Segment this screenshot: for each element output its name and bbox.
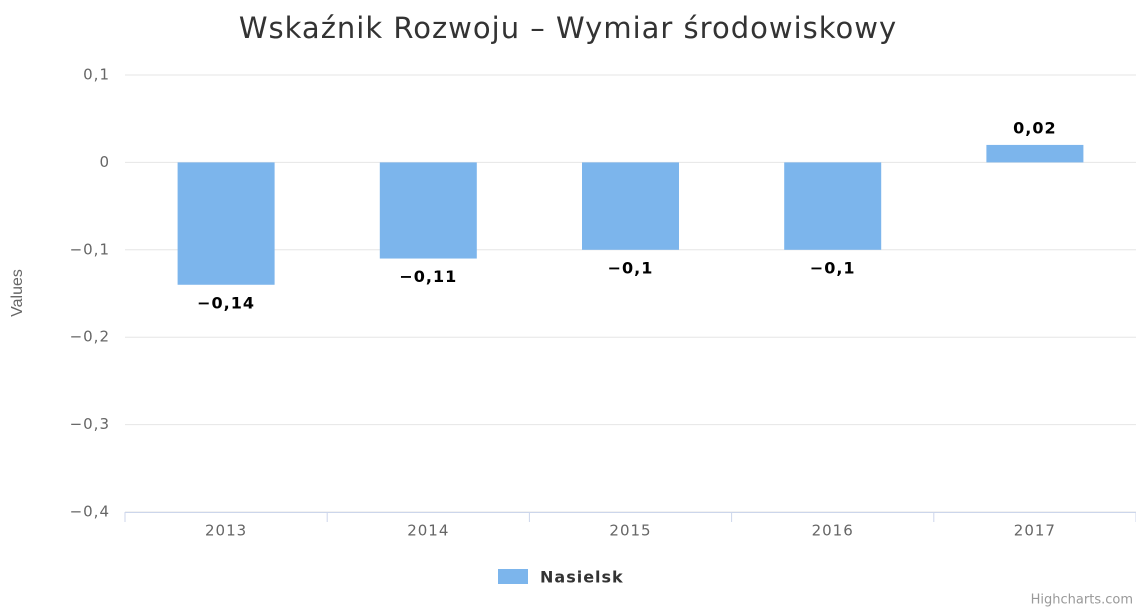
data-label: −0,1 [608,258,654,277]
y-tick-label: −0,3 [70,415,110,433]
bar [177,162,275,285]
credits[interactable]: Highcharts.com [1031,593,1133,608]
x-tick-label: 2017 [1014,522,1056,540]
data-label: −0,1 [810,258,856,277]
x-tick-label: 2013 [205,522,247,540]
x-tick-label: 2014 [407,522,449,540]
bar [582,162,679,250]
y-axis-title: Values [9,269,26,317]
y-tick-label: 0 [99,153,110,171]
bar [784,162,882,250]
data-label: −0,11 [399,267,457,286]
x-tick-label: 2016 [812,522,854,540]
data-label: −0,14 [197,293,255,312]
y-tick-label: −0,1 [70,240,110,258]
y-tick-label: −0,2 [70,328,110,346]
legend-label: Nasielsk [540,568,624,587]
y-tick-label: −0,4 [70,503,110,521]
chart-title: Wskaźnik Rozwoju – Wymiar środowiskowy [239,11,897,45]
data-label: 0,02 [1013,118,1056,137]
bar [379,162,477,259]
bar [986,144,1084,163]
legend-swatch [498,569,528,584]
x-tick-label: 2015 [609,522,651,540]
y-tick-label: 0,1 [83,66,110,84]
